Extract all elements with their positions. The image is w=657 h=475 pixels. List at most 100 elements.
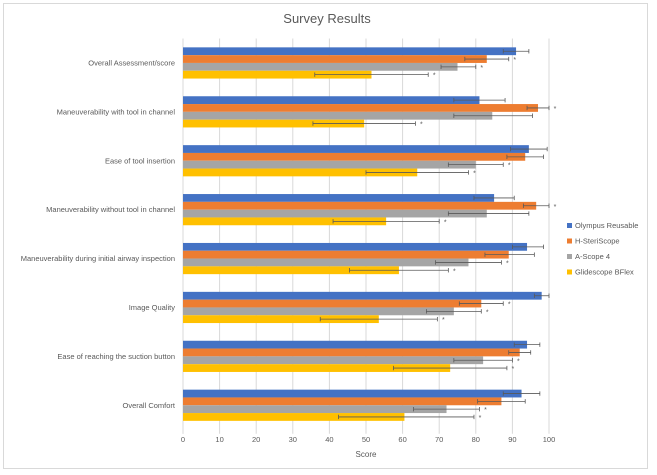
- error-bars: [312, 49, 550, 420]
- significance-marker: *: [444, 219, 447, 226]
- bar: [183, 119, 365, 128]
- bar: [183, 413, 405, 421]
- bar: [183, 194, 495, 202]
- bar: [183, 160, 476, 169]
- error-bar: [506, 154, 544, 160]
- legend-swatch: [567, 254, 572, 259]
- significance-marker: *: [479, 415, 482, 422]
- x-tick-label: 50: [362, 435, 370, 444]
- bar: [183, 364, 451, 372]
- error-bar: [365, 170, 469, 175]
- bar: [183, 250, 509, 259]
- bar: [183, 258, 469, 267]
- significance-marker: *: [486, 309, 489, 316]
- legend-label: A-Scope 4: [575, 252, 610, 261]
- x-tick-label: 90: [508, 435, 516, 444]
- error-bar: [319, 316, 438, 322]
- significance-marker: *: [554, 204, 557, 211]
- error-bar: [473, 195, 515, 201]
- error-bar: [312, 121, 416, 126]
- bar: [183, 145, 529, 153]
- error-bar: [508, 350, 532, 355]
- significance-marker: *: [512, 366, 515, 373]
- significance-marker: *: [480, 65, 483, 72]
- x-tick-label: 70: [435, 435, 443, 444]
- bar: [183, 70, 372, 79]
- x-tick-label: 20: [252, 435, 260, 444]
- bar: [183, 340, 528, 349]
- legend-swatch: [567, 269, 572, 275]
- bar: [183, 405, 447, 414]
- significance-marker: *: [508, 302, 511, 309]
- error-bar: [413, 406, 480, 412]
- error-bar: [502, 391, 541, 396]
- x-tick-label: 0: [181, 435, 185, 444]
- bar: [183, 168, 418, 177]
- significance-marker: *: [513, 57, 516, 64]
- bar: [183, 201, 537, 210]
- significance-marker: *: [420, 122, 423, 129]
- bar: [183, 299, 482, 308]
- legend-label: Glidescope BFlex: [575, 268, 634, 277]
- legend-item: H-SteriScope: [567, 237, 620, 246]
- error-bar: [425, 309, 482, 314]
- bar: [183, 62, 458, 71]
- error-bar: [349, 268, 449, 273]
- error-bar: [510, 146, 548, 152]
- legend-item: Glidescope BFlex: [567, 268, 634, 277]
- significance-marker: *: [473, 170, 476, 177]
- error-bar: [453, 113, 533, 118]
- bar: [183, 242, 528, 251]
- error-bar: [533, 293, 550, 298]
- category-label: Ease of tool insertion: [105, 156, 175, 165]
- significance-marker: *: [517, 358, 520, 365]
- bar: [183, 348, 520, 357]
- error-bar: [502, 49, 530, 54]
- bar: [183, 104, 539, 112]
- bar: [183, 291, 542, 300]
- bar: [183, 111, 493, 120]
- error-bar: [513, 342, 541, 347]
- category-label: Maneuverability with tool in channel: [57, 107, 176, 116]
- bar: [183, 209, 487, 218]
- legend-swatch: [567, 223, 572, 228]
- error-bar: [447, 211, 530, 216]
- x-tick-label: 10: [215, 435, 223, 444]
- category-label: Maneuverability during initial airway in…: [21, 254, 175, 263]
- error-bar: [453, 358, 513, 363]
- bar: [183, 356, 484, 365]
- significance-marker: *: [453, 268, 456, 275]
- x-tick-label: 30: [289, 435, 297, 444]
- error-bar: [477, 399, 526, 404]
- error-bar: [332, 219, 440, 224]
- category-label: Ease of reaching the suction button: [57, 352, 175, 361]
- legend: Olympus Reusable H-SteriScope A-Scope 4 Gli…: [567, 221, 638, 277]
- error-bar: [393, 365, 508, 371]
- bar: [183, 389, 522, 398]
- significance-marker: *: [506, 260, 509, 267]
- error-bar: [458, 301, 504, 306]
- bar: [183, 266, 399, 275]
- x-axis-title: Score: [356, 450, 377, 459]
- significance-marker: *: [484, 407, 487, 414]
- significance-marker: *: [508, 163, 511, 170]
- bar: [183, 217, 387, 226]
- bars: [183, 47, 542, 421]
- legend-label: Olympus Reusable: [575, 221, 638, 230]
- significance-marker: *: [433, 73, 436, 80]
- error-bar: [447, 162, 504, 167]
- error-bar: [464, 56, 510, 62]
- bar: [183, 55, 487, 63]
- bar: [183, 96, 480, 105]
- legend-label: H-SteriScope: [575, 237, 620, 246]
- x-axis-ticks: 0 10 20 30 40 50 60 70 80 90 100: [181, 435, 555, 444]
- x-tick-label: 80: [472, 435, 480, 444]
- bar: [183, 307, 454, 316]
- category-label: Maneuverability without tool in channel: [46, 205, 175, 214]
- significance-markers: ******************: [420, 57, 557, 422]
- bar: [183, 152, 526, 161]
- bar: [183, 397, 502, 406]
- legend-swatch: [567, 238, 572, 244]
- error-bar: [526, 105, 550, 111]
